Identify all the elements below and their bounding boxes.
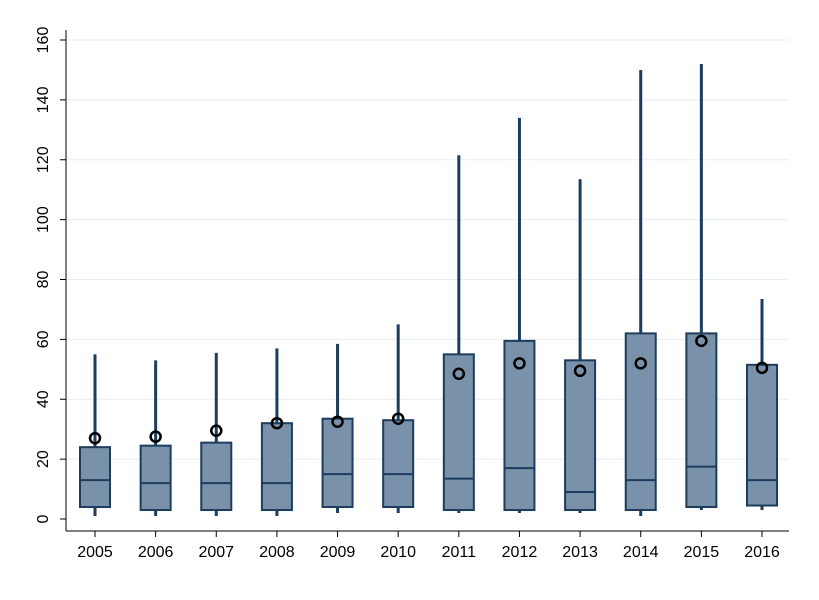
x-axis-ticks: 2005 2006 2007 2008 2009 2010 2011 2012 2013 2014… (77, 531, 780, 561)
iqr-box (564, 359, 597, 512)
box-2008 (260, 348, 293, 517)
mean-markers (88, 334, 769, 445)
mean-marker (513, 357, 526, 370)
box-2006 (139, 360, 172, 517)
y-tick-label: 100 (35, 206, 52, 233)
iqr-box (442, 353, 475, 512)
x-tick-label: 2015 (684, 544, 720, 561)
x-tick-label: 2014 (623, 544, 659, 561)
x-tick-label: 2016 (744, 544, 780, 561)
box-2009 (321, 343, 354, 514)
x-tick-label: 2006 (138, 544, 174, 561)
box-2016 (746, 298, 778, 511)
box-2013 (564, 179, 597, 514)
y-tick-label: 60 (35, 330, 52, 348)
box-2005 (79, 354, 111, 517)
mean-marker (391, 412, 405, 425)
mean-marker (210, 424, 223, 437)
x-tick-label: 2005 (77, 544, 113, 561)
mean-marker (149, 430, 162, 443)
box-2010 (382, 324, 415, 514)
mean-marker (634, 357, 647, 370)
iqr-box (139, 444, 172, 512)
x-tick-label: 2011 (442, 544, 477, 561)
boxes (79, 63, 778, 517)
mean-marker (331, 415, 344, 428)
x-tick-label: 2012 (502, 544, 538, 561)
box-2012 (503, 117, 536, 514)
y-tick-label: 140 (35, 86, 52, 113)
mean-marker (452, 367, 466, 381)
mean-marker (695, 334, 708, 348)
y-tick-label: 80 (35, 271, 52, 289)
grid-lines (66, 39, 789, 460)
box-2015 (685, 63, 718, 511)
x-tick-label: 2008 (259, 544, 295, 561)
y-tick-label: 0 (35, 514, 52, 523)
box-2011 (442, 155, 475, 514)
iqr-box (382, 419, 415, 509)
mean-marker (88, 431, 102, 445)
iqr-box (321, 417, 354, 509)
y-tick-label: 40 (35, 390, 52, 408)
mean-marker (573, 364, 587, 378)
mean-marker (755, 361, 769, 375)
y-tick-label: 120 (35, 146, 52, 173)
y-tick-label: 20 (35, 450, 52, 468)
iqr-box (685, 332, 718, 509)
iqr-box (260, 422, 293, 512)
iqr-box (79, 446, 111, 509)
x-tick-label: 2009 (320, 544, 356, 561)
iqr-box (200, 441, 233, 512)
y-tick-label: 160 (35, 27, 52, 54)
x-tick-label: 2010 (380, 544, 416, 561)
x-tick-label: 2007 (198, 544, 234, 561)
mean-marker (270, 416, 284, 430)
iqr-box (503, 339, 536, 512)
iqr-box (624, 332, 657, 512)
box-2014 (624, 69, 657, 517)
y-axis-ticks: 0 20 40 60 80 100 120 140 160 (35, 27, 66, 523)
axes (65, 30, 789, 532)
iqr-box (746, 363, 778, 507)
box-2007 (200, 352, 233, 517)
x-tick-label: 2013 (562, 544, 598, 561)
